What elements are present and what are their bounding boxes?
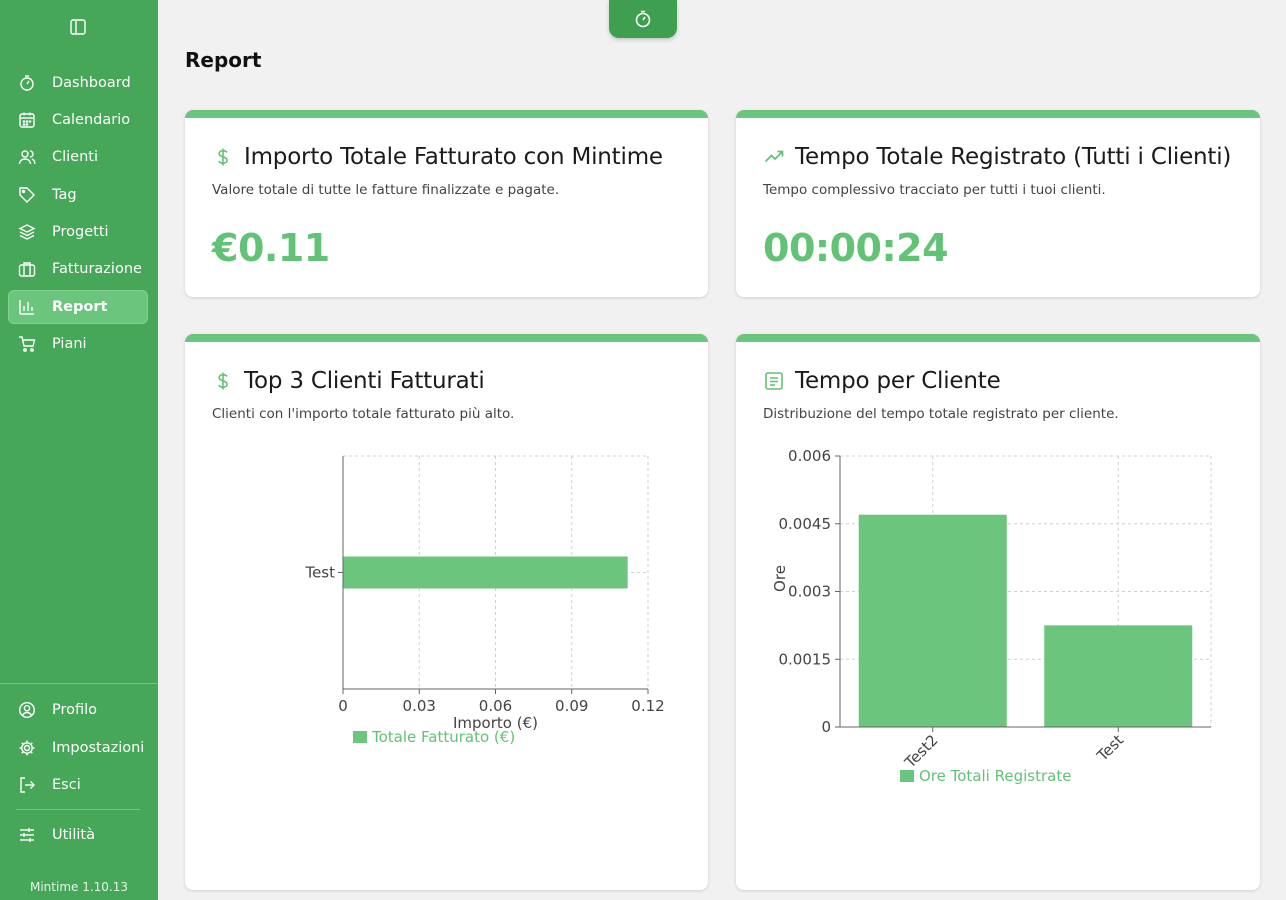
time-per-client-card: Tempo per Cliente Distribuzione del temp… [736, 334, 1260, 890]
bar-chart-icon [19, 300, 34, 315]
y-axis-label: Ore [771, 565, 789, 592]
billed-total-value: €0.11 [212, 226, 330, 270]
sidebar-item-label: Dashboard [52, 75, 131, 91]
sidebar-divider [16, 809, 140, 810]
tick-label: 0.12 [631, 697, 664, 715]
timer-icon [20, 75, 34, 91]
sidebar-item-label: Utilità [52, 827, 95, 843]
card-description: Distribuzione del tempo totale registrat… [763, 406, 1119, 422]
sidebar-item-label: Esci [52, 777, 81, 793]
sidebar-item-calendario[interactable]: Calendario [8, 103, 148, 137]
category-label: Test [1093, 731, 1127, 765]
sidebar-item-label: Progetti [52, 224, 109, 240]
report-icon [765, 372, 783, 390]
tick-label: 0 [821, 718, 831, 736]
tick-label: 0.006 [788, 447, 831, 465]
gear-icon [19, 740, 35, 756]
sidebar-item-label: Profilo [52, 702, 98, 718]
legend-swatch [353, 731, 367, 743]
sidebar-item-utilita[interactable]: Utilità [8, 818, 148, 852]
dollar-icon [218, 372, 228, 390]
card-description: Tempo complessivo tracciato per tutti i … [763, 182, 1106, 198]
sidebar-item-profilo[interactable]: Profilo [8, 693, 148, 727]
tick-label: 0.0015 [779, 650, 832, 668]
tick-label: 0.0045 [779, 515, 832, 533]
sidebar-item-piani[interactable]: Piani [8, 327, 148, 361]
time-total-value: 00:00:24 [763, 226, 949, 270]
sidebar-item-label: Fatturazione [52, 261, 142, 277]
card-title-text: Importo Totale Fatturato con Mintime [244, 144, 663, 170]
card-description: Valore totale di tutte le fatture finali… [212, 182, 560, 198]
card-description: Clienti con l'importo totale fatturato p… [212, 406, 515, 422]
billed-total-card: Importo Totale Fatturato con Mintime Val… [185, 110, 708, 297]
sidebar-item-label: Clienti [52, 149, 99, 165]
trending-up-icon [764, 150, 784, 163]
briefcase-icon [18, 262, 36, 277]
app-version: Mintime 1.10.13 [29, 880, 129, 894]
dollar-icon [218, 148, 228, 166]
sidebar-item-tag[interactable]: Tag [8, 178, 148, 212]
timer-button[interactable] [609, 0, 677, 38]
page-title: Report [185, 48, 262, 72]
sidebar-item-dashboard[interactable]: Dashboard [8, 66, 148, 100]
sidebar-item-label: Tag [52, 187, 77, 203]
sidebar-divider [0, 683, 158, 684]
tag-icon [19, 187, 35, 203]
users-icon [18, 150, 36, 165]
sidebar-item-clienti[interactable]: Clienti [8, 140, 148, 174]
legend-label: Totale Fatturato (€) [371, 728, 515, 746]
card-title: Importo Totale Fatturato con Mintime [213, 144, 663, 170]
x-axis-label: Importo (€) [453, 714, 538, 732]
top-clients-card: Top 3 Clienti Fatturati Clienti con l'im… [185, 334, 708, 890]
sidebar-toggle-icon[interactable] [69, 18, 87, 36]
legend-swatch [900, 770, 914, 782]
card-title-text: Tempo per Cliente [795, 368, 1001, 394]
card-title: Tempo Totale Registrato (Tutti i Clienti… [764, 144, 1231, 170]
sidebar: Dashboard Calendario Clienti Tag Progett… [0, 0, 158, 900]
card-title-text: Tempo Totale Registrato (Tutti i Clienti… [795, 144, 1232, 170]
stopwatch-icon [635, 10, 651, 28]
sidebar-item-report[interactable]: Report [8, 290, 148, 324]
layers-icon [18, 224, 36, 240]
card-title: Top 3 Clienti Fatturati [213, 368, 485, 394]
sliders-icon [20, 828, 34, 842]
card-title: Tempo per Cliente [764, 368, 1001, 394]
time-total-card: Tempo Totale Registrato (Tutti i Clienti… [736, 110, 1260, 297]
sidebar-item-progetti[interactable]: Progetti [8, 215, 148, 249]
tick-label: 0.09 [555, 697, 588, 715]
category-label: Test [304, 564, 335, 582]
card-accent-bar [185, 110, 708, 118]
bar [1044, 625, 1193, 727]
tick-label: 0.003 [788, 583, 831, 601]
tick-label: 0 [338, 697, 348, 715]
sidebar-item-label: Impostazioni [52, 740, 145, 756]
cart-icon [19, 336, 36, 352]
bar [343, 556, 628, 589]
sidebar-item-label: Piani [52, 336, 87, 352]
tick-label: 0.06 [479, 697, 512, 715]
top-clients-chart: Test 0 0.03 0.06 0.09 0.12 Importo (€)Totale F… [304, 455, 665, 746]
card-title-text: Top 3 Clienti Fatturati [244, 368, 485, 394]
sidebar-item-fatturazione[interactable]: Fatturazione [8, 252, 148, 286]
tick-label: 0.03 [403, 697, 436, 715]
sidebar-item-label: Report [52, 299, 108, 315]
sidebar-item-esci[interactable]: Esci [8, 768, 148, 802]
card-accent-bar [736, 110, 1260, 118]
card-accent-bar [185, 334, 708, 342]
sidebar-item-impostazioni[interactable]: Impostazioni [8, 731, 148, 765]
user-circle-icon [18, 701, 36, 719]
calendar-icon [19, 112, 35, 128]
sidebar-item-label: Calendario [52, 112, 131, 128]
card-accent-bar [736, 334, 1260, 342]
bar [858, 514, 1007, 727]
legend-label: Ore Totali Registrate [919, 767, 1071, 785]
logout-icon [20, 777, 35, 793]
